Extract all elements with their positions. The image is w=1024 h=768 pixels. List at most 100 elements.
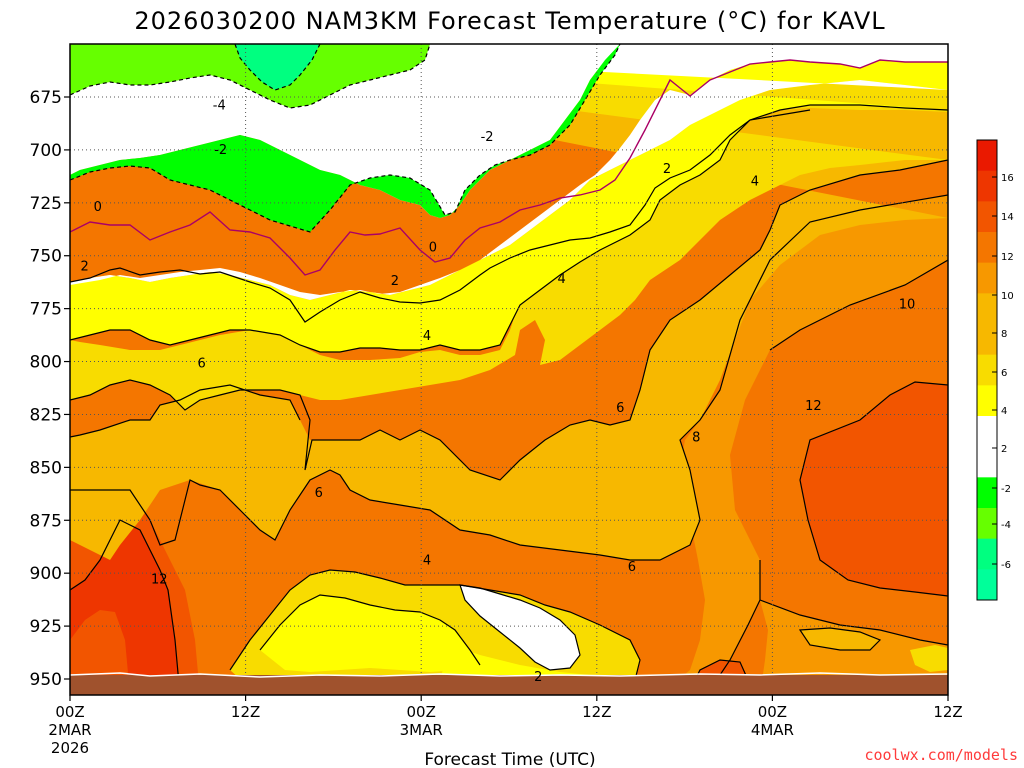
colorbar-swatch: [977, 170, 997, 202]
y-tick-label: 775: [30, 300, 62, 320]
temperature-field: [70, 44, 948, 695]
colorbar-swatch: [977, 416, 997, 448]
contour-label: 0: [429, 240, 437, 255]
contour-line-10-upper: [769, 259, 948, 351]
colorbar-swatch: [977, 385, 997, 417]
colorbar-swatch: [977, 354, 997, 386]
y-tick-label: 800: [30, 353, 62, 373]
gridlines: [70, 44, 948, 695]
contour-line-6: [70, 159, 948, 481]
contour-label: 12: [151, 573, 168, 588]
contour-label: 4: [558, 272, 566, 287]
x-tick-label: 12Z: [231, 703, 260, 721]
colorbar-swatch: [977, 324, 997, 356]
contour-line-2: [70, 104, 948, 323]
colorbar-label: 14: [1001, 212, 1014, 223]
y-tick-label: 950: [30, 670, 62, 690]
colorbar-swatch: [977, 140, 997, 172]
x-tick-date: 4MAR: [751, 721, 794, 739]
colorbar-label: 10: [1001, 291, 1014, 302]
colorbar-swatch: [977, 201, 997, 233]
y-tick-label: 900: [30, 564, 62, 584]
field-neg4: [70, 44, 430, 108]
colorbar-label: 8: [1001, 329, 1007, 340]
colorbar-swatch: [977, 446, 997, 478]
x-tick-date: 3MAR: [400, 721, 443, 739]
y-axis: 675 700 725 750 775 800 825 850 875 900 925 950: [30, 88, 70, 690]
colorbar-label: 2: [1001, 444, 1007, 455]
contour-line-pocket-right: [798, 627, 882, 651]
contour-label: 6: [198, 357, 206, 372]
colorbar: 16 14 12 10 8 6 4 2 -2 -4 -6: [976, 139, 1014, 601]
contour-label: 8: [692, 431, 700, 446]
colorbar-swatch: [977, 232, 997, 264]
contour-label: 4: [423, 553, 431, 568]
contour-label: 6: [315, 486, 323, 501]
colorbar-label: 4: [1001, 406, 1007, 417]
contour-line-12-right: [799, 381, 948, 597]
x-tick-label: 00Z: [407, 703, 436, 721]
y-tick-label: 825: [30, 405, 62, 425]
contour-line-10: [70, 194, 948, 561]
contour-line-4-lower: [259, 594, 481, 666]
colorbar-label: -6: [1001, 560, 1011, 571]
ground-edge: [69, 672, 949, 678]
contour-line-neg6: [234, 44, 321, 91]
colorbar-label: -4: [1001, 520, 1011, 531]
colorbar-swatch: [977, 293, 997, 325]
contour-label: 4: [751, 175, 759, 190]
colorbar-swatch: [977, 538, 997, 570]
contour-label: -2: [214, 143, 227, 158]
credit-text: coolwx.com/models: [864, 746, 1018, 764]
colorbar-swatch: [977, 569, 997, 601]
field-o6-lower: [800, 628, 880, 650]
contour-line-neg4: [70, 44, 431, 109]
contour-label: 2: [80, 259, 88, 274]
field-white-pocket: [460, 585, 580, 670]
field-neg6: [235, 44, 320, 90]
contour-label: 4: [423, 329, 431, 344]
colorbar-swatch: [977, 477, 997, 509]
x-axis-label: Forecast Time (UTC): [424, 750, 595, 768]
contour-label: 2: [534, 670, 542, 685]
colorbar-frame: [976, 139, 998, 601]
colorbar-label: -2: [1001, 484, 1011, 495]
field-y4-lower-right: [910, 645, 948, 672]
contour-label: 10: [899, 297, 916, 312]
contour-line-lower-right: [759, 599, 948, 646]
y-tick-label: 875: [30, 511, 62, 531]
contour-label: 0: [94, 200, 102, 215]
colorbar-swatch: [977, 262, 997, 294]
x-tick-label: 00Z: [55, 703, 84, 721]
colorbar-label: 12: [1001, 252, 1014, 263]
contour-line-2-lower: [459, 584, 581, 671]
contour-label: 2: [391, 274, 399, 289]
x-tick-date: 2MAR: [48, 721, 91, 739]
contour-label: 6: [628, 560, 636, 575]
contour-label: 12: [805, 399, 822, 414]
contour-line-neg2: [70, 44, 621, 233]
y-tick-label: 700: [30, 141, 62, 161]
colorbar-label: 6: [1001, 368, 1007, 379]
x-tick-label: 12Z: [582, 703, 611, 721]
contour-label: 6: [616, 401, 624, 416]
contour-line-8-lower: [709, 560, 761, 691]
contour-line-4: [70, 109, 811, 353]
contour-label: -2: [481, 130, 494, 145]
y-tick-label: 850: [30, 458, 62, 478]
field-neg2: [70, 44, 620, 232]
x-tick-label: 12Z: [933, 703, 962, 721]
contour-label: 2: [663, 162, 671, 177]
x-tick-label: 00Z: [758, 703, 787, 721]
colorbar-label: 16: [1001, 173, 1014, 184]
field-y2: [70, 44, 948, 352]
y-tick-label: 675: [30, 88, 62, 108]
colorbar-swatch: [977, 508, 997, 540]
contour-labels: -4 -2 -2 0 0 2 2 2 2 4 4 4 4 6 6 6 6 8 10 12 12: [80, 98, 915, 684]
y-tick-label: 750: [30, 247, 62, 267]
x-tick-year: 2026: [51, 739, 89, 757]
plot-frame: [69, 43, 949, 696]
y-tick-label: 725: [30, 194, 62, 214]
contour-lines: [70, 44, 948, 695]
